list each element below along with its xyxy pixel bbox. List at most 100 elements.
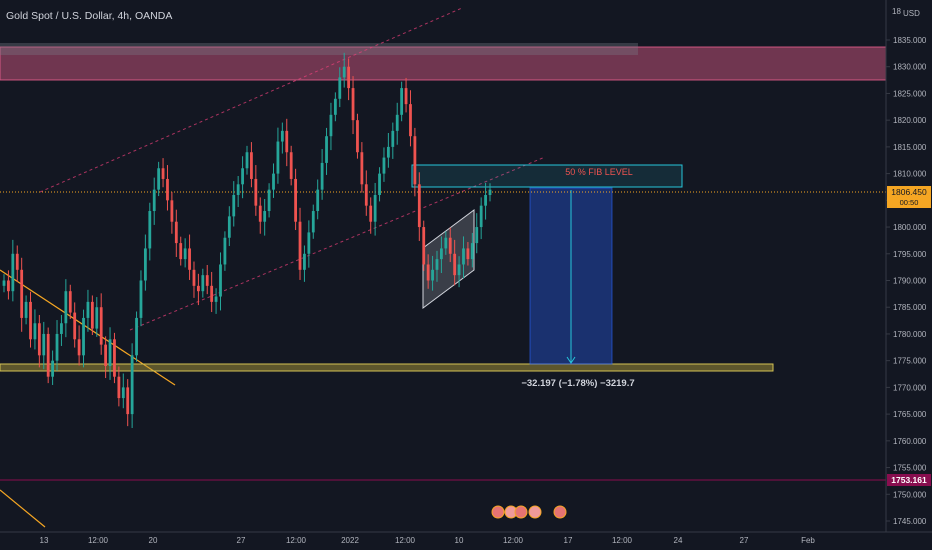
event-flag-icon[interactable] [528, 505, 542, 519]
fib-level-box[interactable] [411, 164, 683, 188]
candle-down [364, 184, 368, 206]
candle-down [205, 275, 209, 286]
price-tick-label: 1795.000 [893, 250, 927, 259]
candle-down [422, 227, 426, 265]
candle-up [223, 237, 227, 265]
time-tick-label: 27 [237, 536, 246, 545]
candle-down [104, 344, 108, 367]
candle-down [166, 178, 169, 201]
candle-down [409, 104, 412, 137]
economic-events[interactable] [491, 505, 567, 519]
candle-down [174, 221, 178, 244]
time-tick-label: 12:00 [503, 536, 524, 545]
candle-up [232, 194, 236, 217]
candle-up [214, 296, 218, 302]
candle-up [241, 168, 244, 185]
candle-up [488, 189, 492, 195]
resistance-zone[interactable] [0, 46, 887, 81]
candle-down [7, 280, 10, 292]
candle-down [351, 88, 355, 121]
fib-level-label: 50 % FIB LEVEL [565, 167, 633, 177]
candle-down [404, 88, 408, 105]
candle-up [391, 130, 395, 147]
candle-down [68, 291, 72, 313]
event-flag-icon[interactable] [514, 505, 528, 519]
candle-up [342, 66, 346, 78]
bar-countdown: 00:50 [900, 198, 919, 207]
time-tick-label: 12:00 [286, 536, 307, 545]
candle-up [470, 243, 474, 260]
measure-label: −32.197 (−1.78%) −3219.7 [521, 378, 634, 389]
price-tick-label: 1810.000 [893, 170, 927, 179]
candle-down [258, 205, 262, 222]
price-tick-label: 1755.000 [893, 464, 927, 473]
axis-currency-prefix: 18 [892, 7, 901, 16]
event-flag-icon[interactable] [553, 505, 567, 519]
candle-down [113, 339, 116, 377]
price-tick-label: 1770.000 [893, 383, 927, 392]
candle-up [386, 146, 390, 158]
candle-up [457, 264, 461, 276]
candle-up [51, 360, 54, 377]
candle-down [289, 152, 293, 179]
candle-up [307, 232, 311, 254]
candle-down [192, 269, 196, 286]
candle-down [73, 312, 77, 340]
candle-down [77, 339, 81, 356]
candle-up [64, 291, 68, 324]
price-tick-label: 1820.000 [893, 116, 927, 125]
candle-up [329, 114, 333, 137]
support-zone[interactable] [0, 363, 774, 372]
candle-up [373, 194, 377, 222]
candle-up [395, 114, 399, 131]
candle-down [90, 301, 94, 329]
candle-down [126, 387, 130, 415]
candle-down [254, 178, 258, 206]
candle-up [157, 168, 161, 190]
candle-up [245, 152, 249, 169]
price-tick-label: 1775.000 [893, 357, 927, 366]
candle-up [130, 355, 134, 415]
candle-up [152, 189, 156, 212]
price-tick-label: 1830.000 [893, 63, 927, 72]
candle-up [440, 248, 443, 260]
channel-upper-line[interactable] [39, 7, 463, 193]
time-tick-label: 13 [40, 536, 49, 545]
candle-up [276, 141, 280, 174]
price-axis[interactable] [886, 0, 932, 532]
price-tick-label: 1790.000 [893, 277, 927, 286]
time-axis[interactable] [0, 532, 932, 550]
candle-up [11, 253, 15, 292]
flag-pattern[interactable] [422, 209, 475, 309]
measure-arrow-head [566, 356, 576, 364]
candle-up [378, 173, 381, 195]
candle-up [320, 162, 324, 190]
event-flag-icon[interactable] [491, 505, 505, 519]
lower-trendline[interactable] [0, 489, 46, 528]
candle-up [236, 184, 240, 195]
candle-down [448, 237, 452, 254]
candle-up [201, 275, 205, 292]
candle-down [99, 307, 103, 345]
price-tick-label: 1750.000 [893, 490, 927, 499]
time-ticks: 13 12:00 20 27 12:00 2022 12:00 10 12:00 17 12:00 2… [40, 536, 816, 545]
candle-down [29, 301, 32, 340]
price-tick-label: 1780.000 [893, 330, 927, 339]
candle-up [316, 189, 320, 212]
price-tick-label: 1800.000 [893, 223, 927, 232]
candle-down [417, 184, 421, 228]
time-tick-label: 12:00 [612, 536, 633, 545]
channel-lower-line[interactable] [129, 156, 546, 331]
candle-down [453, 253, 457, 276]
candle-up [24, 301, 28, 318]
price-tick-label: 1825.000 [893, 89, 927, 98]
candle-down [426, 264, 430, 281]
candles [2, 52, 492, 429]
time-tick-label: 10 [455, 536, 464, 545]
price-tick-label: 1760.000 [893, 437, 927, 446]
price-tick-label: 1835.000 [893, 36, 927, 45]
time-tick-label: 17 [564, 536, 573, 545]
time-tick-label: 27 [740, 536, 749, 545]
symbol-title: Gold Spot / U.S. Dollar, 4h, OANDA [6, 10, 172, 22]
